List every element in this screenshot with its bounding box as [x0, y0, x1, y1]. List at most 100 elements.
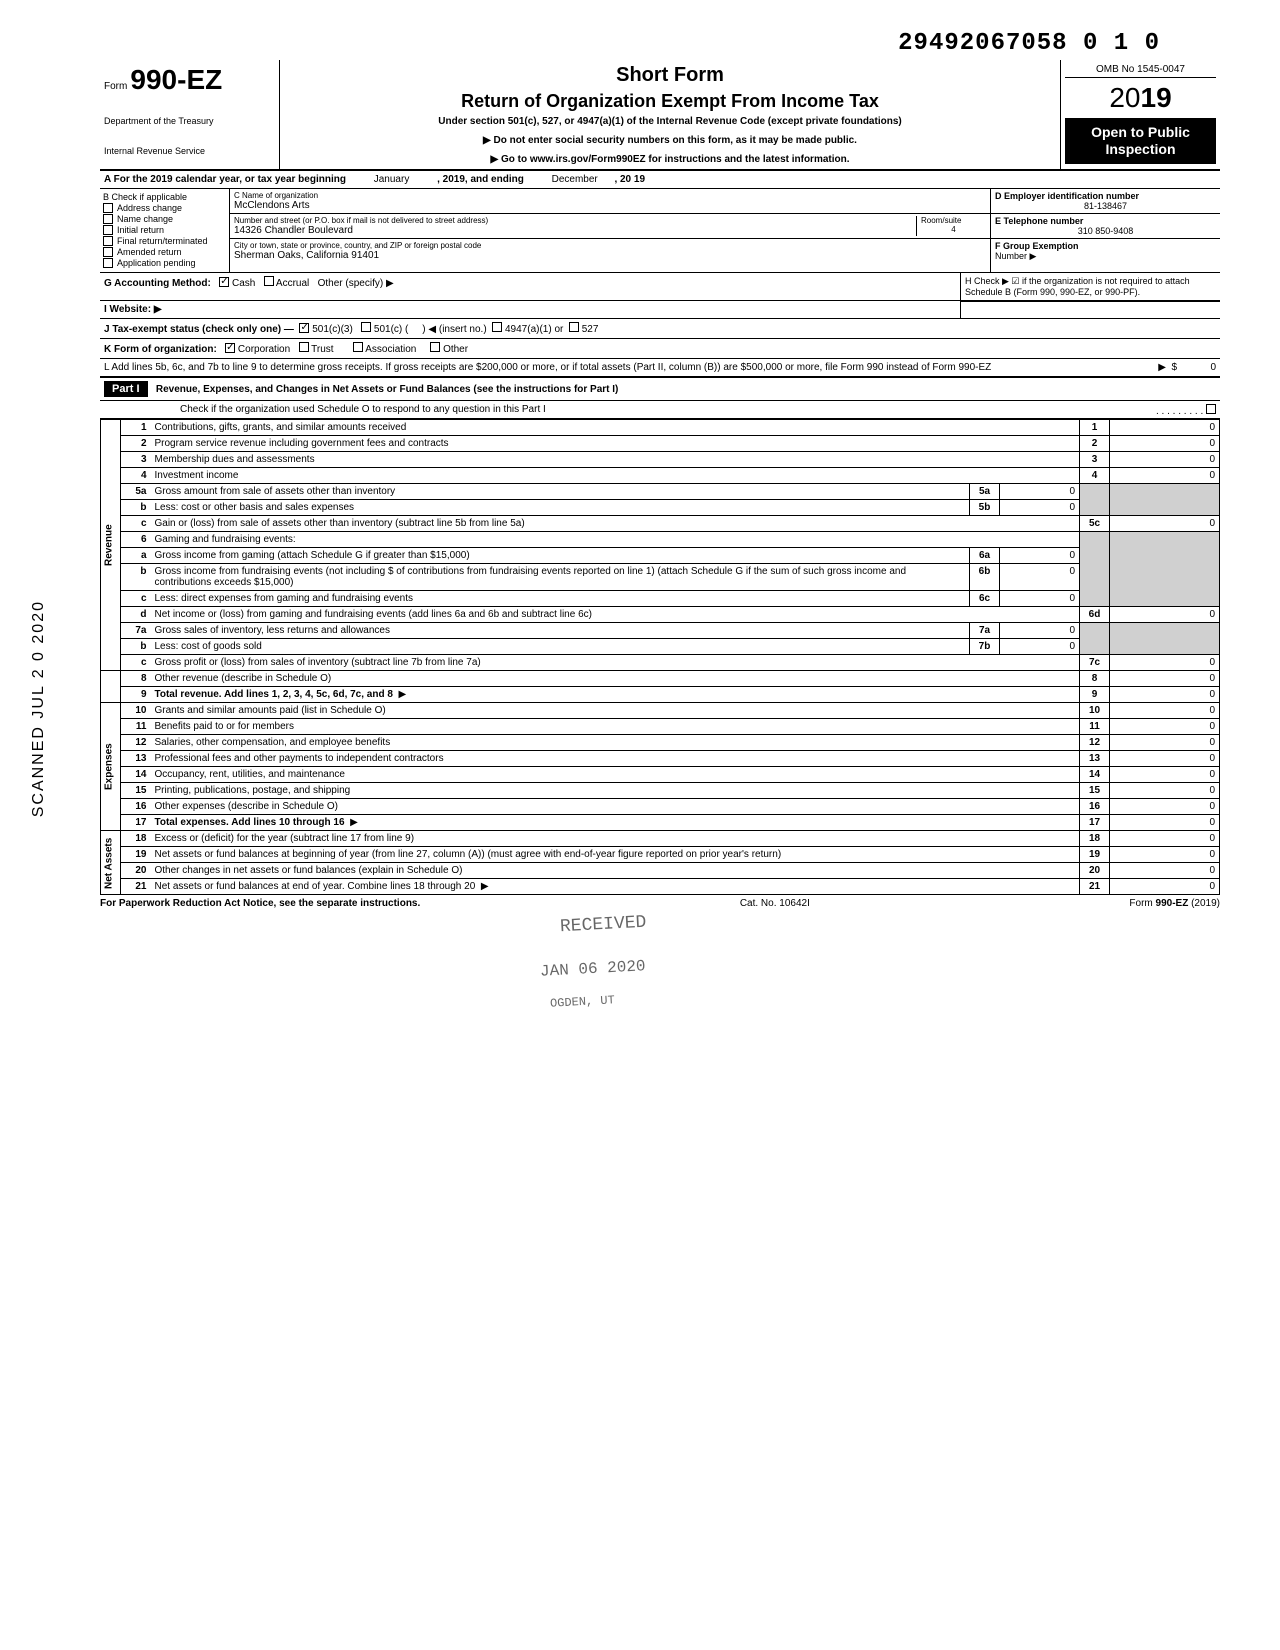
ln8-box: 8	[1080, 671, 1110, 687]
ln15-amt: 0	[1110, 783, 1220, 799]
c-city-label: City or town, state or province, country…	[234, 241, 986, 250]
lbl-final-return: Final return/terminated	[117, 236, 208, 246]
ln20-desc: Other changes in net assets or fund bala…	[155, 865, 463, 876]
side-expenses: Expenses	[101, 703, 121, 831]
ln14-box: 14	[1080, 767, 1110, 783]
ln8-num: 8	[121, 671, 151, 687]
ln5c-desc: Gain or (loss) from sale of assets other…	[155, 518, 525, 529]
ln20-amt: 0	[1110, 863, 1220, 879]
ln18-amt: 0	[1110, 831, 1220, 847]
cb-other-org[interactable]	[430, 342, 440, 352]
row-a-prefix: A For the 2019 calendar year, or tax yea…	[104, 174, 346, 185]
row-a-mid: , 2019, and ending	[437, 174, 524, 185]
begin-month: January	[374, 174, 410, 185]
form-label: Form	[104, 81, 127, 92]
cb-trust[interactable]	[299, 342, 309, 352]
ln4-amt: 0	[1110, 468, 1220, 484]
ln5c-box: 5c	[1080, 516, 1110, 532]
ln2-box: 2	[1080, 436, 1110, 452]
ln5b-iamt: 0	[1000, 500, 1080, 516]
ln6-desc: Gaming and fundraising events:	[155, 534, 296, 545]
ln19-box: 19	[1080, 847, 1110, 863]
ln16-amt: 0	[1110, 799, 1220, 815]
cb-cash[interactable]	[219, 277, 229, 287]
part-i-label: Part I	[104, 381, 148, 397]
scanned-stamp: SCANNED JUL 2 0 2020	[30, 600, 48, 817]
ln16-num: 16	[121, 799, 151, 815]
ogden-stamp: OGDEN, UT	[550, 993, 615, 1010]
cb-final-return[interactable]	[103, 236, 113, 246]
side-revenue: Revenue	[101, 420, 121, 671]
ln21-desc: Net assets or fund balances at end of ye…	[155, 881, 476, 892]
row-k-org-form: K Form of organization: Corporation Trus…	[100, 339, 1220, 359]
ln14-amt: 0	[1110, 767, 1220, 783]
i-website-label: I Website: ▶	[104, 304, 162, 315]
ln6d-amt: 0	[1110, 607, 1220, 623]
lbl-insert-no: ) ◀ (insert no.)	[422, 324, 486, 335]
ln10-amt: 0	[1110, 703, 1220, 719]
ln13-num: 13	[121, 751, 151, 767]
k-label: K Form of organization:	[104, 344, 217, 355]
part-i-check-row: Check if the organization used Schedule …	[100, 401, 1220, 419]
ln7b-num: b	[121, 639, 151, 655]
ln12-desc: Salaries, other compensation, and employ…	[155, 737, 391, 748]
ln1-num: 1	[121, 420, 151, 436]
ln9-amt: 0	[1110, 687, 1220, 703]
cb-name-change[interactable]	[103, 214, 113, 224]
f-number-label: Number ▶	[995, 251, 1036, 261]
received-date-stamp: JAN 06 2020	[540, 957, 646, 981]
lbl-cash: Cash	[232, 278, 255, 289]
open-to-public: Open to Public Inspection	[1065, 118, 1216, 164]
ln6c-iamt: 0	[1000, 591, 1080, 607]
ln6c-num: c	[121, 591, 151, 607]
org-street: 14326 Chandler Boulevard	[234, 225, 916, 236]
ln13-box: 13	[1080, 751, 1110, 767]
cb-corporation[interactable]	[225, 343, 235, 353]
ssn-warning: ▶ Do not enter social security numbers o…	[288, 135, 1052, 146]
lbl-other-method: Other (specify) ▶	[318, 278, 394, 289]
ln11-desc: Benefits paid to or for members	[155, 721, 295, 732]
ln2-desc: Program service revenue including govern…	[155, 438, 449, 449]
cb-address-change[interactable]	[103, 203, 113, 213]
ein-value: 81-138467	[995, 201, 1216, 211]
cb-association[interactable]	[353, 342, 363, 352]
cb-501c[interactable]	[361, 322, 371, 332]
ln14-num: 14	[121, 767, 151, 783]
cb-initial-return[interactable]	[103, 225, 113, 235]
ln20-box: 20	[1080, 863, 1110, 879]
ln18-box: 18	[1080, 831, 1110, 847]
main-title: Return of Organization Exempt From Incom…	[288, 91, 1052, 112]
end-month: December	[552, 174, 598, 185]
footer-right: Form 990-EZ (2019)	[1129, 898, 1220, 909]
ln21-num: 21	[121, 879, 151, 895]
tax-year: 2019	[1065, 82, 1216, 114]
ln4-desc: Investment income	[155, 470, 239, 481]
cb-accrual[interactable]	[264, 276, 274, 286]
ln7c-num: c	[121, 655, 151, 671]
ln3-desc: Membership dues and assessments	[155, 454, 315, 465]
ln19-desc: Net assets or fund balances at beginning…	[155, 849, 782, 860]
cb-4947[interactable]	[492, 322, 502, 332]
ln1-amt: 0	[1110, 420, 1220, 436]
ln18-desc: Excess or (deficit) for the year (subtra…	[155, 833, 415, 844]
lbl-527: 527	[582, 324, 599, 335]
lbl-501c3: 501(c)(3)	[312, 324, 353, 335]
ln16-desc: Other expenses (describe in Schedule O)	[155, 801, 338, 812]
lbl-other-org: Other	[443, 344, 468, 355]
cb-application-pending[interactable]	[103, 258, 113, 268]
footer: For Paperwork Reduction Act Notice, see …	[100, 895, 1220, 912]
ln11-num: 11	[121, 719, 151, 735]
cb-schedule-o[interactable]	[1206, 404, 1216, 414]
d-ein-label: D Employer identification number	[995, 191, 1216, 201]
year-bold: 19	[1141, 82, 1172, 113]
cb-amended-return[interactable]	[103, 247, 113, 257]
cb-527[interactable]	[569, 322, 579, 332]
ln17-num: 17	[121, 815, 151, 831]
cb-501c3[interactable]	[299, 323, 309, 333]
org-city: Sherman Oaks, California 91401	[234, 250, 986, 261]
ln6b-desc: Gross income from fundraising events (no…	[155, 566, 907, 588]
ln6b-iamt: 0	[1000, 564, 1080, 591]
ln3-box: 3	[1080, 452, 1110, 468]
ln5a-num: 5a	[121, 484, 151, 500]
row-i: I Website: ▶	[100, 301, 1220, 319]
